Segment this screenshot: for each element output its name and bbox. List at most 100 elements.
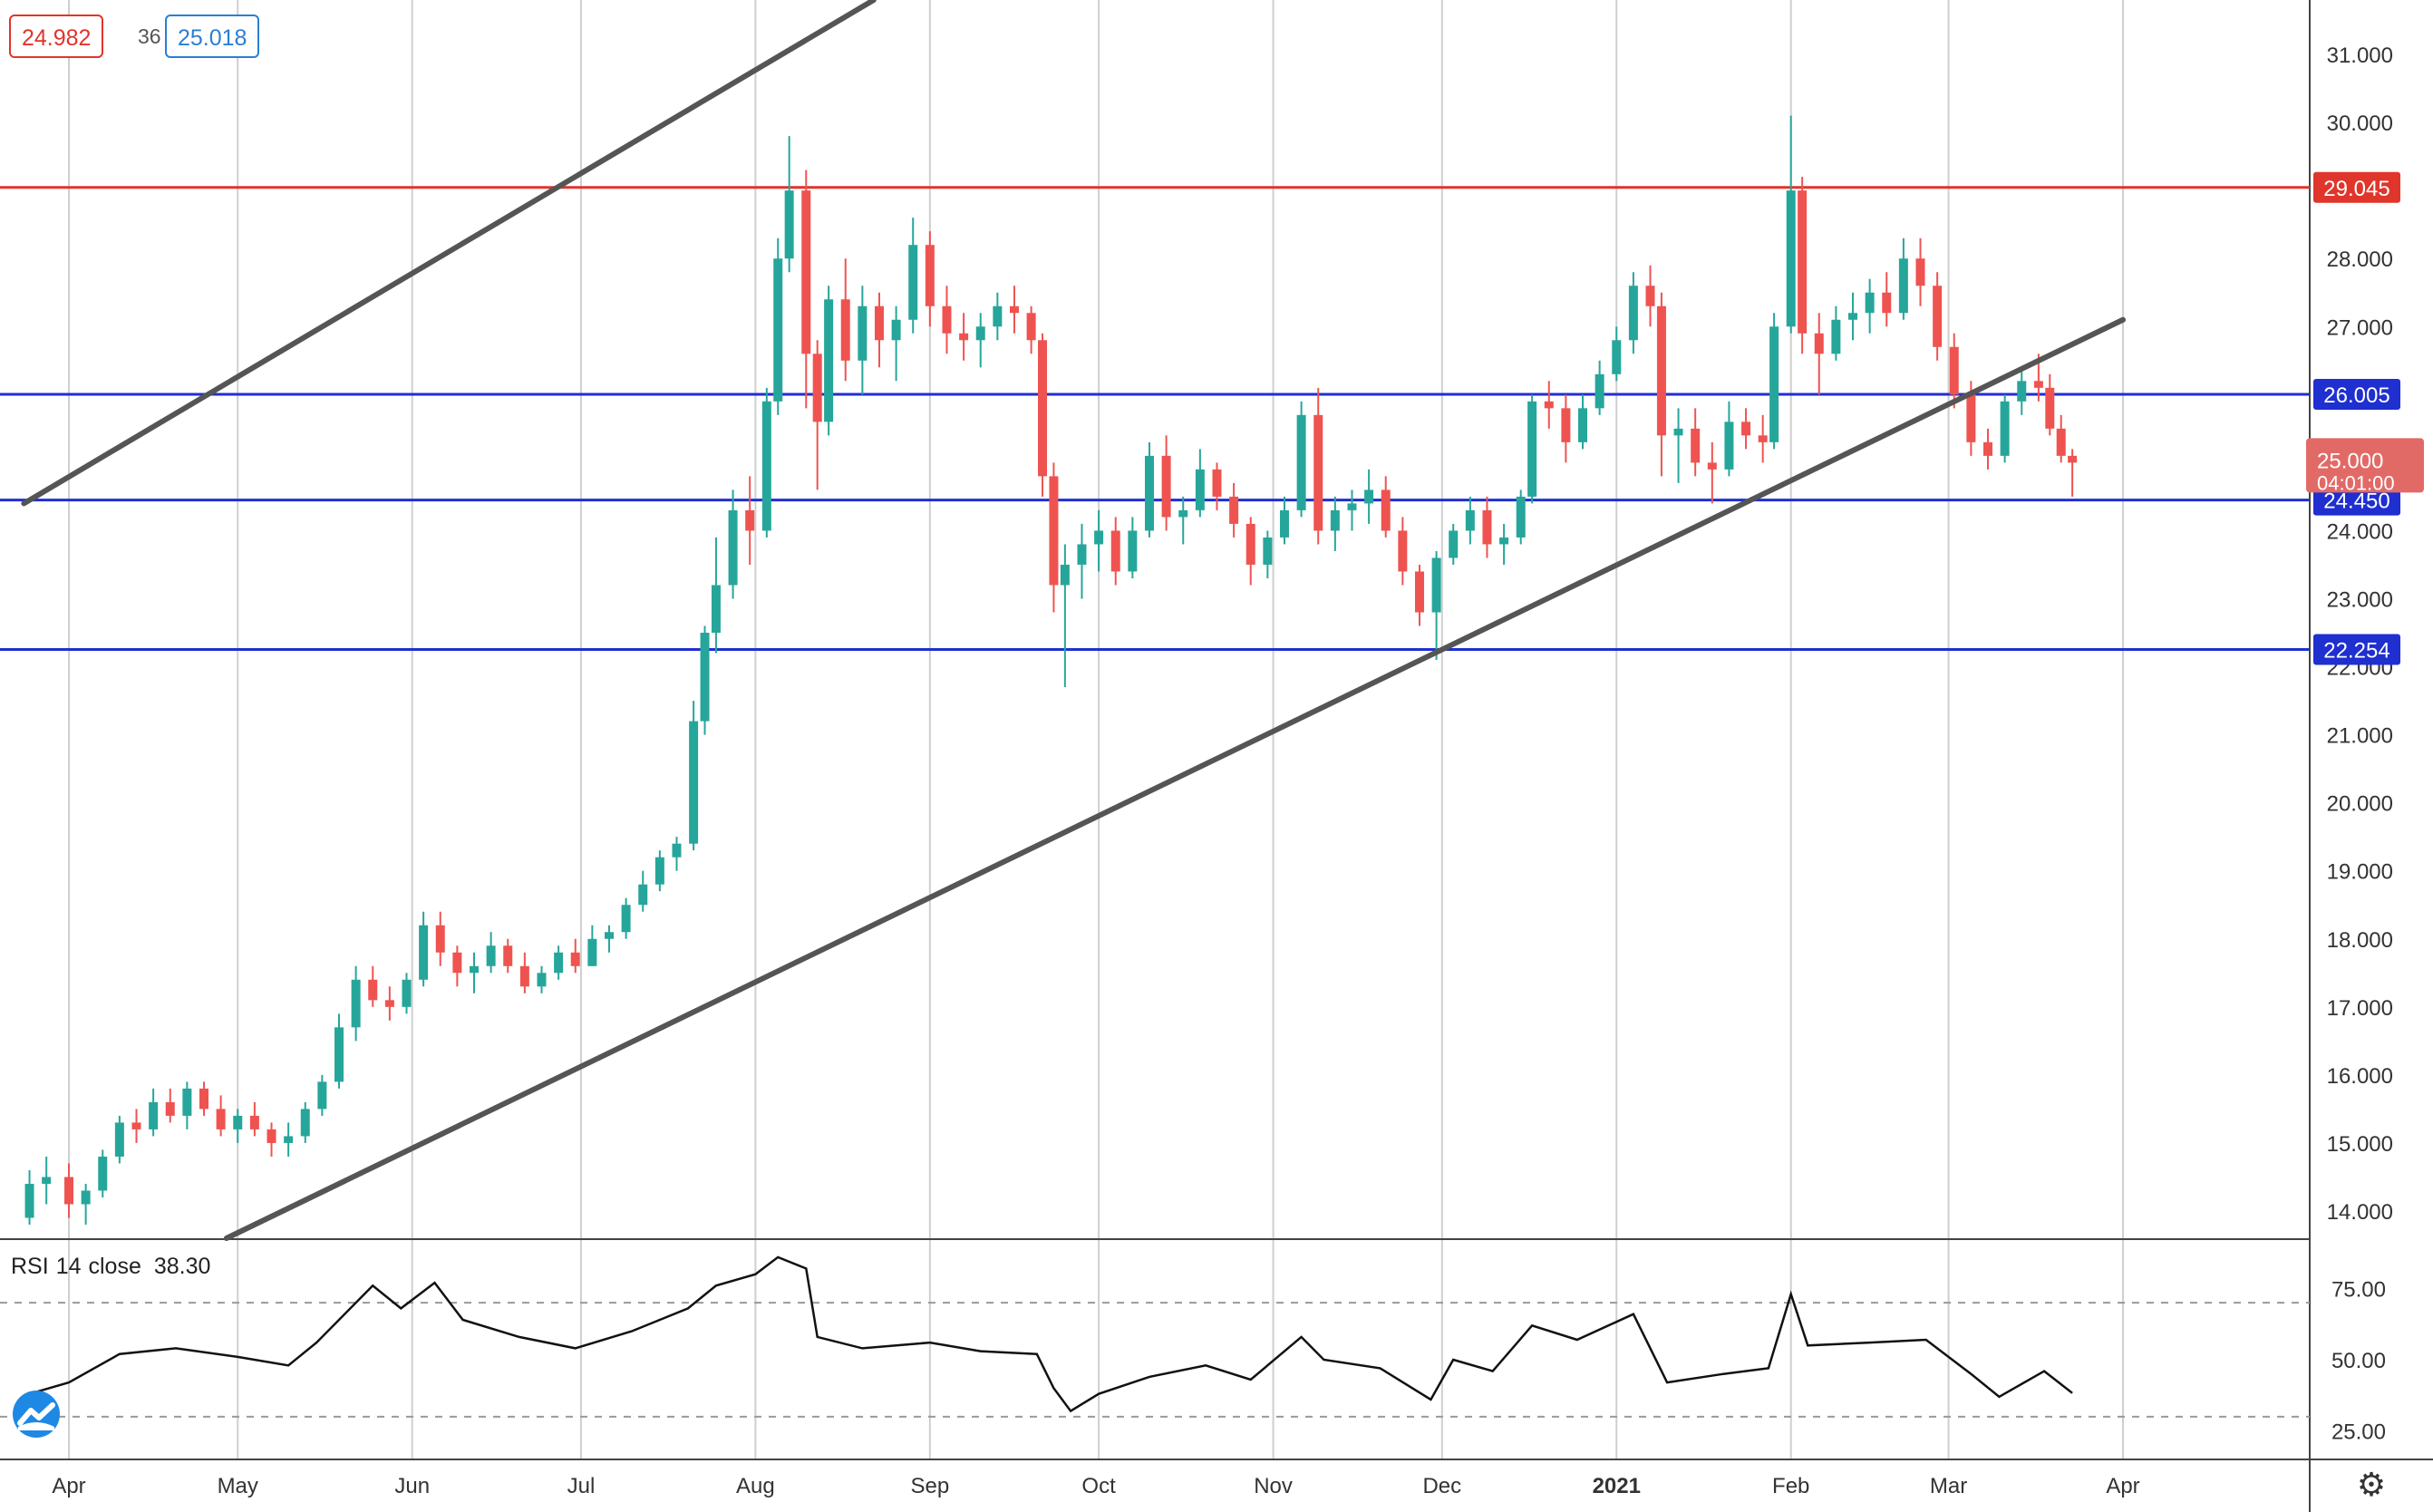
candle [773,237,783,415]
candle [1578,394,1588,450]
candle [537,965,547,993]
time-tick-label: Jul [567,1474,596,1498]
time-tick-label: Dec [1422,1474,1461,1498]
candle [469,952,479,993]
price-tick-label: 16.000 [2327,1064,2393,1089]
svg-text:24.450: 24.450 [2323,489,2389,514]
price-tick-label: 20.000 [2327,792,2393,817]
candle [570,938,580,974]
candle [233,1109,243,1143]
candle [2017,367,2027,415]
candle [1983,428,1993,470]
ask-price-badge[interactable]: 25.018 [165,15,260,58]
candle [1933,272,1943,361]
rsi-tick-label: 75.00 [2331,1277,2386,1302]
candle [284,1122,294,1157]
candle [1769,313,1779,450]
price-axis[interactable]: 14.000 15.000 16.000 17.000 18.000 19.000 20.0… [2306,44,2424,1445]
level-price-badge[interactable]: 22.254 [2313,634,2400,665]
candle [317,1074,327,1116]
candle [604,925,614,953]
price-tick-label: 31.000 [2327,44,2393,68]
price-tick-label: 18.000 [2327,928,2393,953]
time-tick-label: May [218,1474,258,1498]
candle [1724,401,1734,477]
candle [1544,381,1554,429]
candle [1347,489,1357,531]
candle [114,1115,124,1164]
horizontal-levels[interactable] [0,186,2310,651]
price-tick-label: 27.000 [2327,315,2393,340]
bar-countdown: 04:01:00 [2317,471,2395,494]
candle [1449,523,1459,565]
tradingview-logo-icon[interactable] [13,1391,60,1438]
candle [761,387,771,538]
time-tick-label: 2021 [1593,1474,1641,1498]
level-price-badge[interactable]: 29.045 [2313,171,2400,203]
candle [1673,408,1683,483]
candle [384,986,394,1021]
candle [745,476,755,565]
candle [1038,333,1048,497]
price-tick-label: 17.000 [2327,996,2393,1021]
gear-icon[interactable]: ⚙ [2356,1466,2387,1503]
candle [2000,394,2010,463]
candle [1212,462,1222,510]
candle [1527,394,1537,504]
time-tick-label: Nov [1254,1474,1293,1498]
candle [1313,387,1323,545]
candle [1246,517,1255,586]
candle [1414,564,1424,626]
candle [2045,373,2055,436]
rsi-tick-label: 50.00 [2331,1349,2386,1373]
level-price-badge[interactable]: 26.005 [2313,378,2400,410]
candle [1049,462,1059,613]
candle [1026,305,1036,354]
candle [351,965,361,1042]
candle [1612,326,1622,382]
candle [1628,272,1638,354]
trend-line[interactable] [223,316,2126,1241]
last-price-value: 25.000 [2317,449,2383,473]
candle [1741,408,1751,450]
candle [435,911,445,966]
rsi-legend[interactable]: RSI 14 close 38.30 [11,1254,223,1280]
candle [199,1081,208,1116]
time-axis[interactable]: Apr May Jun Jul Aug Sep Oct Nov Dec 2021 Feb Mar Apr [52,1474,2139,1498]
svg-text:29.045: 29.045 [2323,177,2389,201]
candle [1831,305,1841,361]
bid-price-badge[interactable]: 24.982 [9,15,104,58]
candle [1656,292,1666,477]
candle [587,925,597,966]
candle [858,286,868,395]
candle [1178,496,1188,545]
candle [874,292,884,368]
candle [1465,496,1475,545]
candle [1595,360,1604,415]
time-tick-label: Sep [911,1474,950,1498]
candle [728,489,738,599]
candle [1645,265,1655,327]
trend-lines[interactable] [21,0,2126,1241]
candle [993,292,1003,341]
candle [824,286,834,436]
candle [1330,496,1340,551]
rsi-line [29,1255,2073,1413]
candle [300,1101,310,1143]
trend-line[interactable] [21,0,877,507]
candle [1128,517,1138,578]
price-tick-label: 28.000 [2327,247,2393,272]
candle [1691,408,1701,477]
candle [1758,414,1768,463]
candle [812,340,822,490]
candle [402,973,412,1014]
candle [1786,115,1796,334]
candle [1398,517,1408,586]
time-tick-label: Feb [1772,1474,1809,1498]
candle [1144,441,1154,538]
candle [1381,476,1391,538]
candle [419,911,429,987]
candlesticks [24,115,2078,1225]
